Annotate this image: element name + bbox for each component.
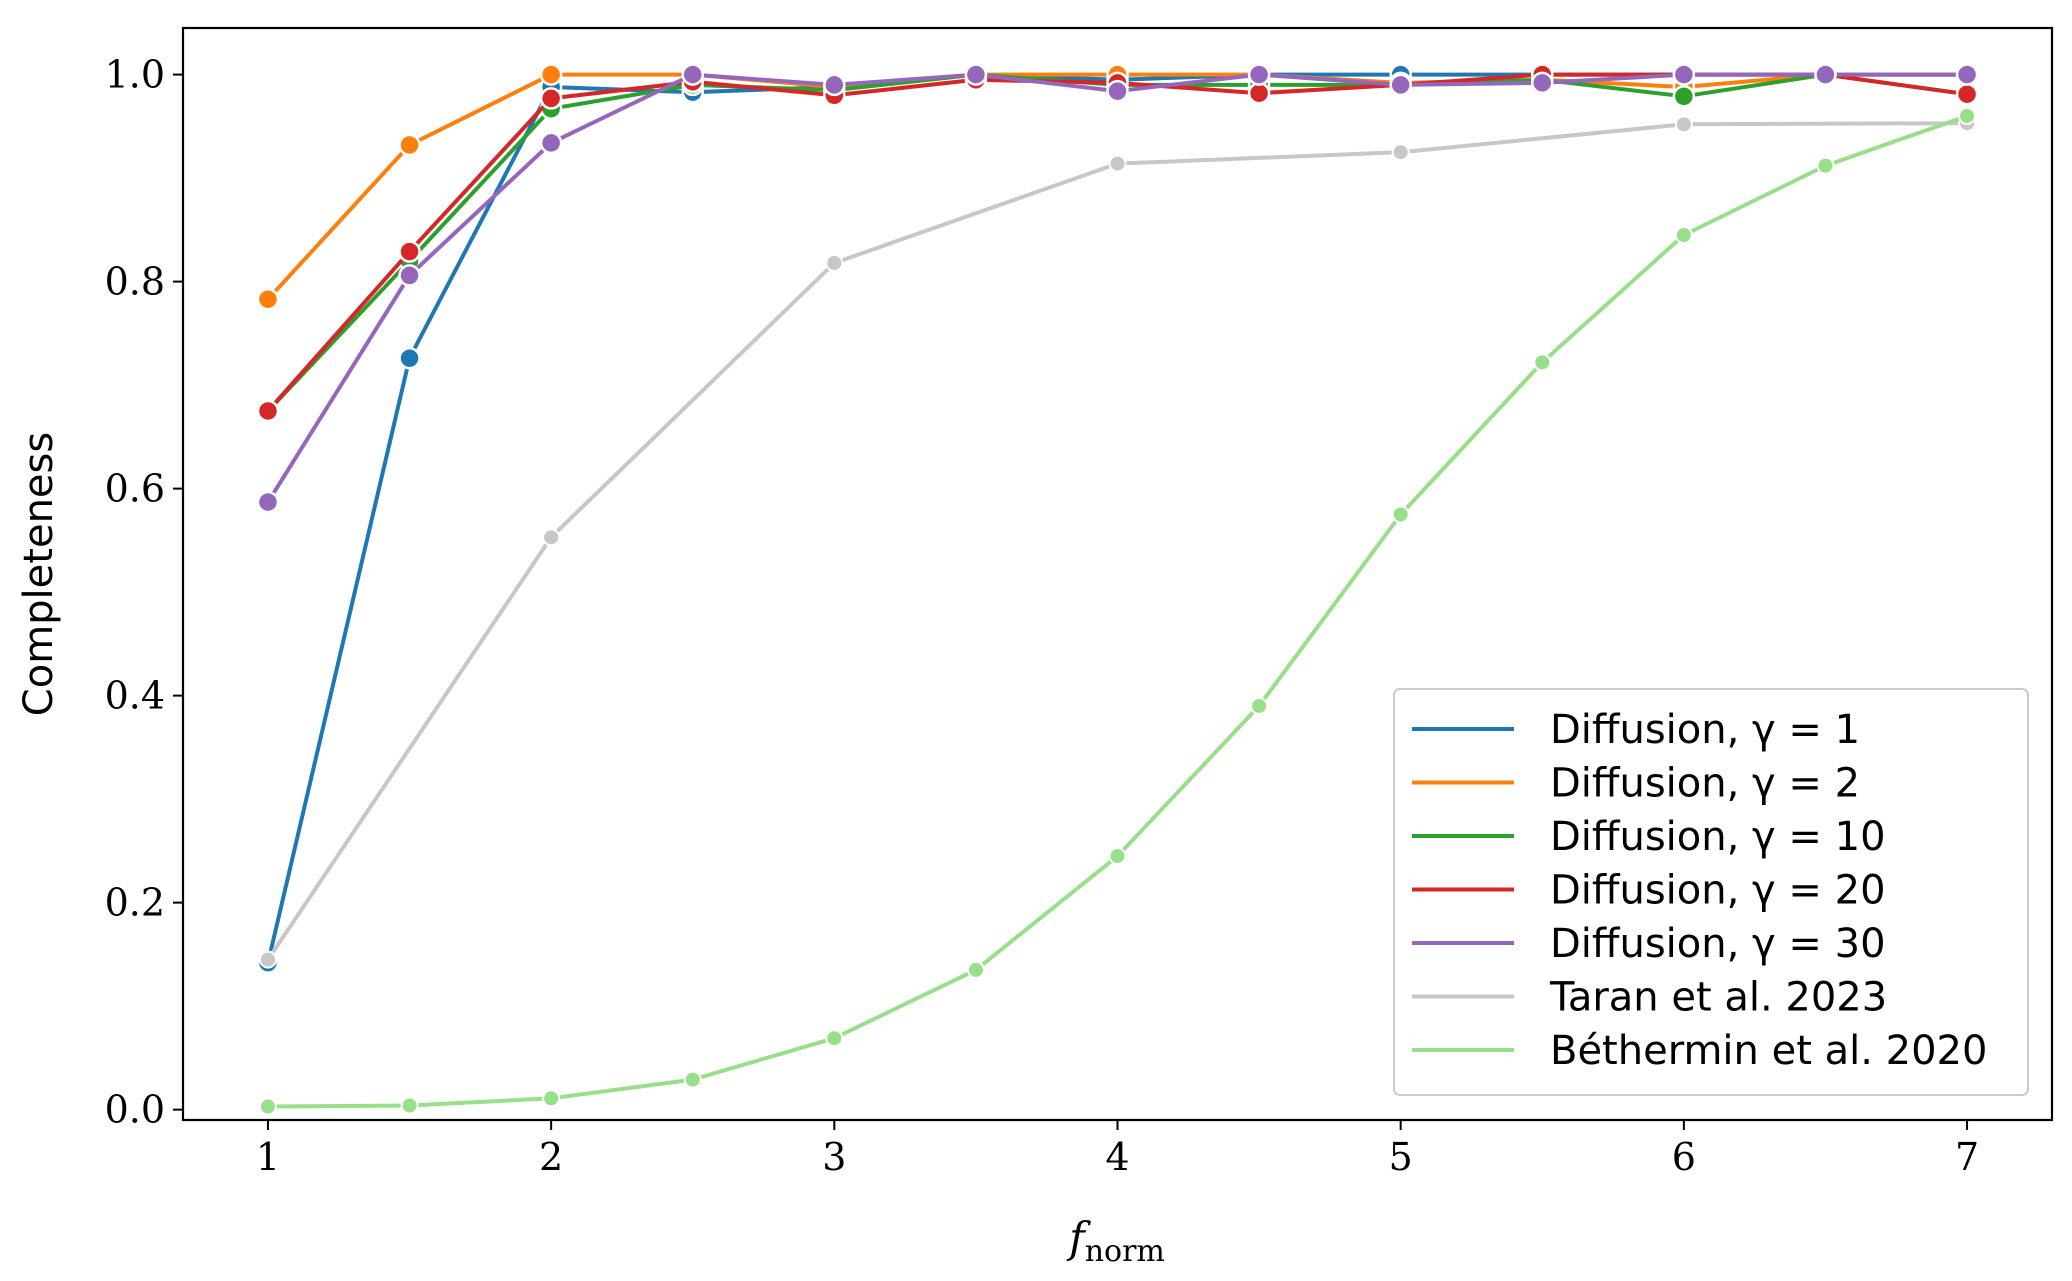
x-tick-label: 4 bbox=[1105, 1135, 1129, 1179]
data-point bbox=[966, 960, 985, 979]
legend-box bbox=[1393, 688, 2029, 1096]
data-point bbox=[256, 399, 280, 423]
data-point bbox=[539, 87, 563, 110]
series-5 bbox=[256, 63, 1979, 514]
data-point bbox=[542, 1089, 561, 1108]
data-point bbox=[1816, 156, 1835, 175]
data-point bbox=[1674, 115, 1693, 134]
data-point bbox=[1250, 696, 1269, 715]
y-tick-label: 0.0 bbox=[105, 1088, 165, 1132]
data-point bbox=[1533, 353, 1552, 372]
data-point bbox=[823, 73, 846, 97]
x-tick-label: 3 bbox=[822, 1135, 846, 1179]
legend-label: Diffusion, γ = 10 bbox=[1550, 814, 1886, 860]
legend-label: Taran et al. 2023 bbox=[1549, 975, 1887, 1021]
data-point bbox=[1389, 73, 1412, 97]
data-point bbox=[256, 490, 280, 514]
y-tick-label: 0.2 bbox=[105, 881, 165, 925]
data-point bbox=[1531, 71, 1554, 95]
x-tick-label: 5 bbox=[1389, 1135, 1413, 1179]
data-point bbox=[1108, 154, 1127, 173]
y-tick-label: 0.4 bbox=[105, 674, 165, 718]
data-point bbox=[1106, 79, 1129, 103]
data-point bbox=[398, 264, 421, 287]
x-tick-label: 6 bbox=[1672, 1135, 1696, 1179]
x-axis-title: fnorm bbox=[1066, 1213, 1165, 1269]
series-4 bbox=[256, 63, 1979, 423]
data-point bbox=[681, 63, 704, 86]
x-axis-title-subscript: norm bbox=[1085, 1234, 1165, 1269]
series-3 bbox=[256, 63, 1979, 423]
data-point bbox=[683, 1070, 702, 1089]
series-layer bbox=[256, 63, 1979, 1116]
data-point bbox=[964, 63, 988, 86]
data-point bbox=[539, 63, 563, 86]
data-point bbox=[258, 1097, 277, 1116]
legend-label: Diffusion, γ = 2 bbox=[1550, 761, 1860, 807]
data-point bbox=[1674, 226, 1693, 245]
data-point bbox=[542, 528, 561, 547]
data-point bbox=[1247, 63, 1271, 86]
y-tick-label: 0.6 bbox=[105, 467, 165, 511]
data-point bbox=[1955, 82, 1979, 106]
x-tick-label: 7 bbox=[1955, 1135, 1979, 1179]
data-point bbox=[1108, 847, 1127, 866]
data-point bbox=[1672, 63, 1696, 86]
series-line bbox=[266, 72, 1967, 301]
data-point bbox=[1955, 63, 1979, 86]
data-point bbox=[825, 1029, 844, 1048]
data-point bbox=[398, 133, 421, 157]
data-point bbox=[825, 253, 844, 272]
data-point bbox=[1391, 143, 1410, 162]
legend-label: Diffusion, γ = 30 bbox=[1550, 921, 1886, 967]
legend-label: Diffusion, γ = 1 bbox=[1550, 707, 1860, 753]
ticks-layer: 1 2 3 4 5 6 7 0.0 0.2 0.4 0.6 0.8 1.0 bbox=[105, 53, 1980, 1179]
data-point bbox=[398, 346, 421, 370]
y-axis-title: Completeness bbox=[16, 432, 62, 716]
y-tick-label: 1.0 bbox=[105, 53, 165, 97]
x-tick-label: 1 bbox=[256, 1135, 280, 1179]
legend: Diffusion, γ = 1 Diffusion, γ = 2 Diffusio… bbox=[1393, 688, 2029, 1096]
data-point bbox=[398, 240, 421, 263]
legend-label: Béthermin et al. 2020 bbox=[1550, 1028, 1987, 1074]
data-point bbox=[258, 950, 277, 969]
data-point bbox=[1391, 505, 1410, 524]
data-point bbox=[1247, 81, 1271, 105]
data-point bbox=[1672, 85, 1696, 108]
data-point bbox=[400, 1096, 419, 1115]
data-point bbox=[539, 131, 563, 155]
data-point bbox=[1958, 106, 1977, 125]
data-point bbox=[1814, 63, 1837, 86]
data-point bbox=[256, 287, 280, 311]
legend-label: Diffusion, γ = 20 bbox=[1550, 868, 1886, 914]
y-tick-label: 0.8 bbox=[105, 260, 165, 304]
x-tick-label: 2 bbox=[539, 1135, 563, 1179]
series-7 bbox=[258, 106, 1977, 1116]
